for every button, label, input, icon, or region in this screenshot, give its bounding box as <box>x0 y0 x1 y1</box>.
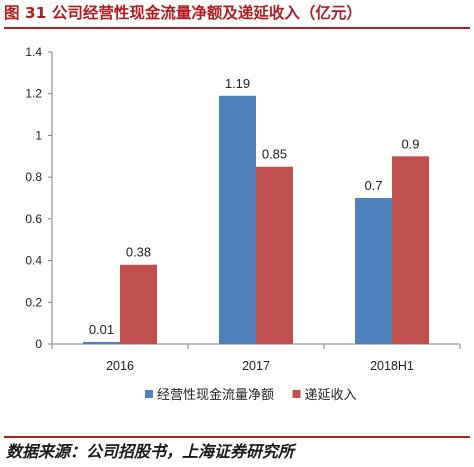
bar-deferred-2016 <box>120 264 157 344</box>
legend-label-deferred: 递延收入 <box>305 387 357 402</box>
data-label: 0.9 <box>401 136 419 151</box>
y-tick-label: 0.6 <box>25 212 42 226</box>
x-tick-label: 2016 <box>106 359 134 373</box>
data-label: 1.19 <box>225 76 250 91</box>
data-label: 0.38 <box>126 245 151 260</box>
y-tick-label: 1 <box>35 128 42 142</box>
figure-title: 图 31 公司经营性现金流量净额及递延收入（亿元） <box>4 4 362 22</box>
x-tick-label: 2017 <box>242 359 270 373</box>
bar-chart: 0 0.2 0.4 0.6 0.8 1 1.2 1.4 0.01 0.38 2016 1.19 0.85… <box>25 45 461 402</box>
source-rule <box>4 436 470 438</box>
y-tick-label: 0 <box>35 337 42 351</box>
bar-deferred-2017 <box>256 166 293 344</box>
bar-cashflow-2016 <box>83 341 120 344</box>
x-tick-label: 2018H1 <box>370 359 414 373</box>
legend-swatch-cashflow <box>145 390 153 398</box>
bar-cashflow-2018H1 <box>355 198 392 344</box>
y-tick-label: 0.2 <box>25 295 42 309</box>
data-source: 数据来源：公司招股书，上海证券研究所 <box>6 442 295 461</box>
title-rule <box>4 27 470 29</box>
y-tick-label: 0.4 <box>25 254 42 268</box>
data-label: 0.7 <box>364 178 382 193</box>
y-tick-label: 0.8 <box>25 170 42 184</box>
legend-swatch-deferred <box>292 390 301 398</box>
y-tick-label: 1.4 <box>25 45 42 59</box>
bar-cashflow-2017 <box>219 95 256 344</box>
legend-label-cashflow: 经营性现金流量净额 <box>157 387 274 402</box>
data-label: 0.01 <box>89 322 114 337</box>
y-tick-label: 1.2 <box>25 87 42 101</box>
data-label: 0.85 <box>262 147 287 162</box>
bar-deferred-2018H1 <box>392 156 429 344</box>
